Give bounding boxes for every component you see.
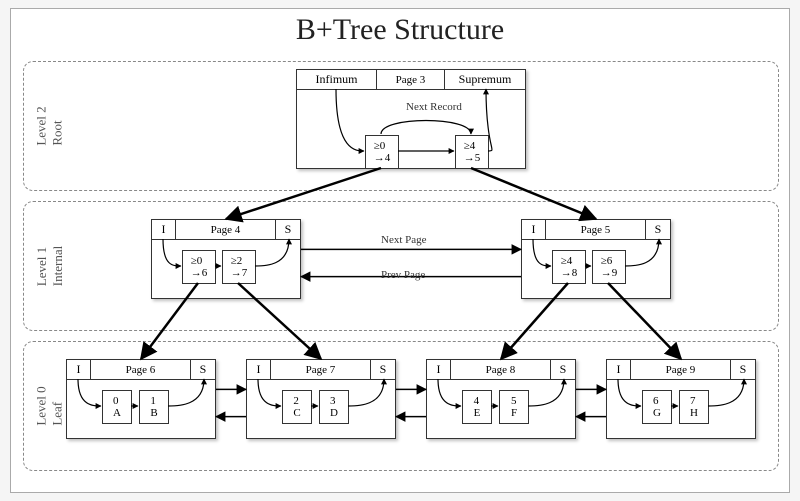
header-cell: S bbox=[191, 360, 215, 379]
header-cell: S bbox=[276, 220, 300, 239]
header-cell: S bbox=[646, 220, 670, 239]
header-cell: Page 6 bbox=[91, 360, 191, 379]
record-p8r1: 5 F bbox=[499, 390, 529, 424]
level-label: Level 0 Leaf bbox=[34, 386, 66, 425]
record-p9r1: 7 H bbox=[679, 390, 709, 424]
page-p5: IPage 5S≥4 →8≥6 →9 bbox=[521, 219, 671, 299]
page-p8: IPage 8S4 E5 F bbox=[426, 359, 576, 439]
prev-page-label: Prev Page bbox=[381, 269, 425, 281]
page-body: ≥4 →8≥6 →9 bbox=[522, 240, 670, 298]
record-p6r1: 1 B bbox=[139, 390, 169, 424]
page-header: IPage 5S bbox=[522, 220, 670, 240]
header-cell: I bbox=[607, 360, 631, 379]
header-cell: Page 5 bbox=[546, 220, 646, 239]
level-label: Level 1 Internal bbox=[34, 246, 66, 286]
page-p3: InfimumPage 3Supremum ≥0 →4 ≥4 →5 bbox=[296, 69, 526, 169]
record-p6r0: 0 A bbox=[102, 390, 132, 424]
page-header: IPage 6S bbox=[67, 360, 215, 380]
header-cell: Supremum bbox=[445, 70, 525, 89]
page-body: ≥0 →6≥2 →7 bbox=[152, 240, 300, 298]
record-p4r0: ≥0 →6 bbox=[182, 250, 216, 284]
diagram-title: B+Tree Structure bbox=[11, 13, 789, 47]
diagram-frame: B+Tree Structure Level 2 Root Level 1 Int… bbox=[10, 8, 790, 493]
header-cell: I bbox=[522, 220, 546, 239]
record-p5r0: ≥4 →8 bbox=[552, 250, 586, 284]
page-body: 4 E5 F bbox=[427, 380, 575, 438]
record-p4r1: ≥2 →7 bbox=[222, 250, 256, 284]
next-page-label: Next Page bbox=[381, 234, 427, 246]
page-body: 6 G7 H bbox=[607, 380, 755, 438]
page-header: IPage 9S bbox=[607, 360, 755, 380]
header-cell: S bbox=[551, 360, 575, 379]
record-p5r1: ≥6 →9 bbox=[592, 250, 626, 284]
page-body: 0 A1 B bbox=[67, 380, 215, 438]
header-cell: I bbox=[427, 360, 451, 379]
record-p3r1: ≥4 →5 bbox=[455, 135, 489, 169]
page-body: 2 C3 D bbox=[247, 380, 395, 438]
page-p4: IPage 4S≥0 →6≥2 →7 bbox=[151, 219, 301, 299]
page-header: InfimumPage 3Supremum bbox=[297, 70, 525, 90]
record-p7r0: 2 C bbox=[282, 390, 312, 424]
header-cell: S bbox=[731, 360, 755, 379]
record-p7r1: 3 D bbox=[319, 390, 349, 424]
header-cell: Page 9 bbox=[631, 360, 731, 379]
header-cell: I bbox=[152, 220, 176, 239]
record-p8r0: 4 E bbox=[462, 390, 492, 424]
record-p9r0: 6 G bbox=[642, 390, 672, 424]
header-cell: Infimum bbox=[297, 70, 377, 89]
header-cell: S bbox=[371, 360, 395, 379]
header-cell: Page 4 bbox=[176, 220, 276, 239]
page-header: IPage 8S bbox=[427, 360, 575, 380]
page-header: IPage 7S bbox=[247, 360, 395, 380]
page-p7: IPage 7S2 C3 D bbox=[246, 359, 396, 439]
header-cell: I bbox=[247, 360, 271, 379]
header-cell: I bbox=[67, 360, 91, 379]
page-header: IPage 4S bbox=[152, 220, 300, 240]
page-p6: IPage 6S0 A1 B bbox=[66, 359, 216, 439]
header-cell: Page 7 bbox=[271, 360, 371, 379]
page-p9: IPage 9S6 G7 H bbox=[606, 359, 756, 439]
level-label: Level 2 Root bbox=[34, 106, 66, 145]
next-record-label: Next Record bbox=[406, 101, 462, 113]
header-cell: Page 3 bbox=[377, 70, 445, 89]
header-cell: Page 8 bbox=[451, 360, 551, 379]
record-p3r0: ≥0 →4 bbox=[365, 135, 399, 169]
